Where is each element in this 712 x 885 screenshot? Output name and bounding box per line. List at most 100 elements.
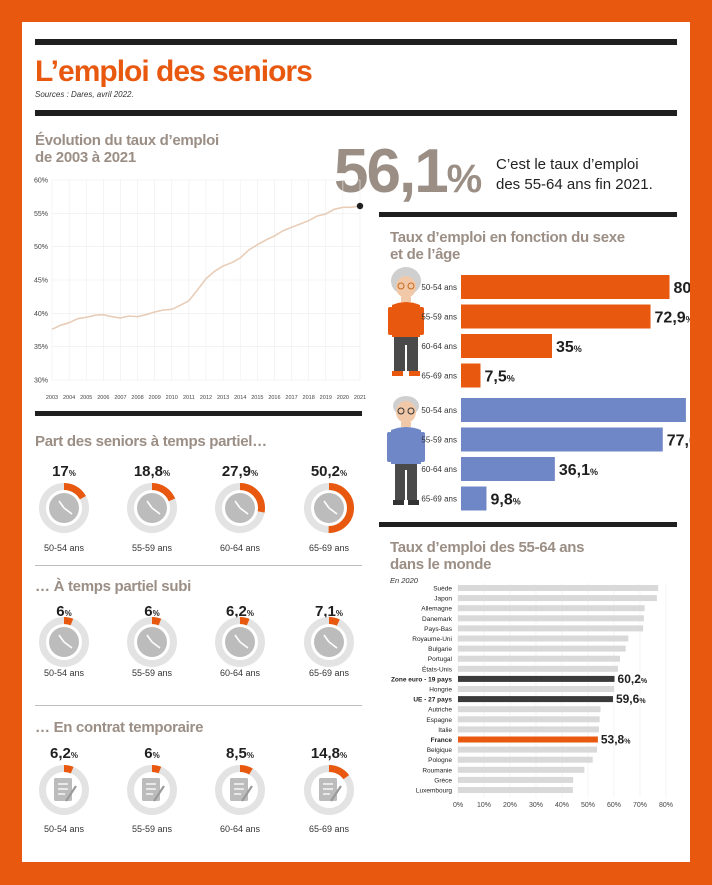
employment-rate-line: [51, 205, 361, 331]
country-label: Autriche: [428, 707, 452, 714]
country-label: Luxembourg: [416, 788, 453, 795]
donut-value-label: 18,8%: [134, 463, 170, 480]
donut-category-label: 65-69 ans: [309, 668, 350, 678]
highlight-stat: 56,1%: [334, 136, 482, 207]
country-bar: [458, 655, 620, 662]
y-tick-label: 40%: [34, 311, 48, 318]
donut-category-label: 50-54 ans: [44, 668, 85, 678]
world-subtitle: En 2020: [390, 576, 418, 585]
country-label: Suède: [433, 586, 452, 593]
donut-arc: [39, 617, 89, 667]
country-label: Allemagne: [421, 606, 452, 613]
world-title: Taux d’emploi des 55-64 ans dans le mond…: [390, 539, 585, 573]
country-bar: [458, 776, 574, 783]
country-label: Danemark: [422, 616, 453, 623]
line-chart-title: Évolution du taux d’emploi de 2003 à 202…: [35, 132, 219, 166]
temporary-contract-donuts: 6,2% 50-54 ans 6% 55-59 ans 8,5% 60-64 ans 14,…: [39, 745, 354, 834]
x-tick-label: 2006: [97, 395, 109, 401]
age-label: 55-59 ans: [421, 313, 457, 322]
sex-age-title: Taux d’emploi en fonction du sexe et de …: [390, 229, 625, 263]
page-title: L’emploi des seniors: [35, 55, 313, 88]
x-tick-label: 2014: [234, 395, 246, 401]
donut-value-label: 6,2%: [50, 745, 78, 762]
country-label: Pays-Bas: [424, 626, 453, 633]
sources-note: Sources : Dares, avril 2022.: [35, 90, 134, 99]
country-label: Grèce: [434, 777, 452, 784]
x-tick-label: 2009: [149, 395, 161, 401]
x-tick-label: 2019: [320, 395, 332, 401]
bar-value-label: 7,5%: [485, 369, 515, 386]
x-tick-label: 2008: [131, 395, 143, 401]
age-bar: [461, 486, 487, 511]
clock-hand-minute: [239, 641, 249, 649]
donut-arc: [127, 617, 177, 667]
country-bar: [458, 625, 644, 632]
clock-hand-minute: [328, 507, 338, 515]
world-x-tick-label: 80%: [659, 802, 673, 809]
country-label: Royaume-Uni: [412, 636, 452, 643]
donut-category-label: 50-54 ans: [44, 543, 85, 553]
y-tick-label: 50%: [34, 244, 48, 251]
world-bar-chart: 0% 10% 20% 30% 40% 50% 60% 70% 80% Suède Japon Alle…: [391, 583, 673, 809]
age-label: 50-54 ans: [421, 406, 457, 415]
country-bar: [458, 585, 659, 591]
bar-value-label: 9,8%: [490, 492, 520, 509]
bar-value-label: 36,1%: [559, 462, 598, 479]
clock-hand-hour: [58, 500, 65, 509]
temp-rule: [35, 705, 362, 706]
country-label: Roumanie: [422, 767, 452, 774]
charts-canvas: 2003 2004 2005 2006 2007 2008 2009 2010 2011 2012…: [34, 178, 690, 835]
country-bar: [458, 675, 615, 682]
country-value-label: 59,6%: [616, 692, 646, 706]
y-tick-label: 35%: [34, 344, 48, 351]
donut-category-label: 60-64 ans: [220, 668, 261, 678]
clock-hand-minute: [328, 641, 338, 649]
man-figure-icon: [387, 396, 425, 505]
country-label: États-Unis: [422, 664, 453, 673]
donut-category-label: 55-59 ans: [132, 668, 173, 678]
y-tick-label: 30%: [34, 378, 48, 385]
highlight-description: C’est le taux d’emploi des 55-64 ans fin…: [496, 156, 653, 193]
donut-value-label: 50,2%: [311, 463, 347, 480]
woman-figure-icon: [388, 267, 424, 376]
country-bar: [458, 716, 600, 723]
bar-value-label: 72,9%: [655, 310, 690, 327]
donut-category-label: 60-64 ans: [220, 543, 261, 553]
donut-arc: [304, 483, 354, 533]
clock-hand-hour: [234, 634, 241, 643]
donut-value-label: 27,9%: [222, 463, 258, 480]
x-tick-label: 2017: [285, 395, 297, 401]
country-bar: [458, 746, 598, 753]
x-tick-label: 2005: [80, 395, 92, 401]
bar-value-label: 35%: [556, 339, 582, 356]
world-x-tick-label: 70%: [633, 802, 647, 809]
country-label: Zone euro - 19 pays: [391, 676, 452, 683]
clock-hand-minute: [151, 641, 161, 649]
age-bar: [461, 304, 651, 329]
clock-hand-minute: [63, 641, 73, 649]
donut-arc: [304, 765, 354, 815]
y-tick-label: 60%: [34, 178, 48, 185]
country-label: Hongrie: [429, 687, 452, 694]
country-bar: [458, 605, 645, 612]
part-time-donuts: 17% 50-54 ans 18,8% 55-59 ans 27,9% 60-64 ans…: [39, 463, 354, 553]
donut-arc: [215, 483, 265, 533]
world-rule: [379, 522, 677, 527]
age-label: 65-69 ans: [421, 372, 457, 381]
country-value-label: 60,2%: [618, 672, 648, 686]
donut-category-label: 55-59 ans: [132, 543, 173, 553]
partial-rule: [35, 411, 362, 416]
y-tick-label: 55%: [34, 211, 48, 218]
donut-arc: [215, 617, 265, 667]
country-bar: [458, 696, 613, 703]
country-bar: [458, 686, 614, 692]
world-x-tick-label: 0%: [453, 802, 463, 809]
world-x-tick-label: 10%: [477, 802, 491, 809]
donut-arc: [127, 765, 177, 815]
x-tick-label: 2011: [183, 395, 195, 401]
contract-pen: [330, 785, 342, 802]
x-tick-label: 2013: [217, 395, 229, 401]
clock-hand-hour: [146, 634, 153, 643]
